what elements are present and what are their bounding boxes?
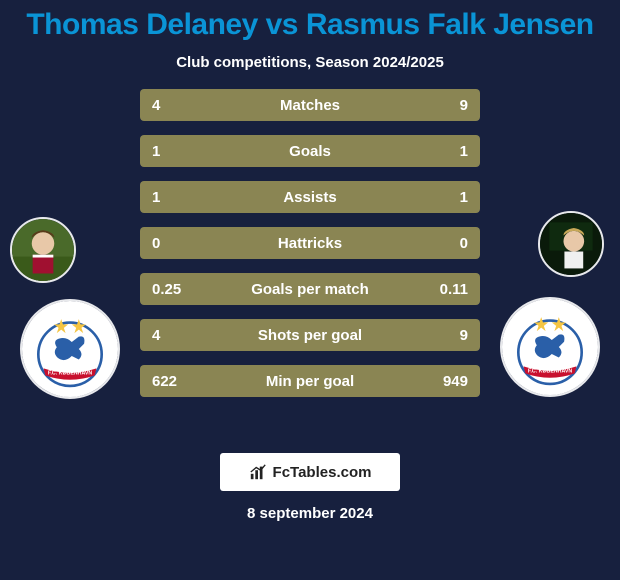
brand-badge: FcTables.com [220, 453, 400, 491]
club-left-logo: F.C. KØBENHAVN [26, 305, 114, 393]
comparison-card: Thomas Delaney vs Rasmus Falk Jensen Clu… [0, 0, 620, 580]
page-title: Thomas Delaney vs Rasmus Falk Jensen [0, 0, 620, 42]
stat-label: Goals per match [140, 281, 480, 298]
player-right-photo [540, 213, 602, 275]
stat-left-value: 4 [152, 327, 160, 344]
brand-text: FcTables.com [273, 464, 372, 481]
stat-label: Assists [140, 189, 480, 206]
stat-right-value: 1 [460, 143, 468, 160]
stat-left-value: 4 [152, 97, 160, 114]
stat-row: 1Goals1 [140, 135, 480, 167]
club-right-logo: F.C. KØBENHAVN [506, 303, 594, 391]
stat-row: 1Assists1 [140, 181, 480, 213]
player-right-avatar [538, 211, 604, 277]
stat-right-value: 0.11 [440, 281, 468, 298]
svg-text:F.C. KØBENHAVN: F.C. KØBENHAVN [528, 369, 573, 375]
stats-section: F.C. KØBENHAVN F.C. KØBENHAVN 4Matches91… [0, 89, 620, 429]
stats-column: 4Matches91Goals11Assists10Hattricks00.25… [140, 89, 480, 397]
date-text: 8 september 2024 [0, 505, 620, 522]
stat-right-value: 9 [460, 327, 468, 344]
player-left-avatar [10, 217, 76, 283]
club-right-badge: F.C. KØBENHAVN [500, 297, 600, 397]
stat-label: Shots per goal [140, 327, 480, 344]
stat-left-value: 0.25 [152, 281, 181, 298]
subtitle: Club competitions, Season 2024/2025 [0, 54, 620, 71]
stat-label: Goals [140, 143, 480, 160]
stat-row: 4Matches9 [140, 89, 480, 121]
club-left-badge: F.C. KØBENHAVN [20, 299, 120, 399]
player-left-photo [12, 219, 74, 281]
stat-row: 622Min per goal949 [140, 365, 480, 397]
stat-row: 0Hattricks0 [140, 227, 480, 259]
stat-label: Hattricks [140, 235, 480, 252]
stat-label: Matches [140, 97, 480, 114]
stat-right-value: 1 [460, 189, 468, 206]
stat-right-value: 0 [460, 235, 468, 252]
stat-left-value: 0 [152, 235, 160, 252]
stat-row: 4Shots per goal9 [140, 319, 480, 351]
stat-right-value: 949 [443, 373, 468, 390]
svg-text:F.C. KØBENHAVN: F.C. KØBENHAVN [48, 371, 93, 377]
stat-label: Min per goal [140, 373, 480, 390]
brand-chart-icon [249, 463, 267, 481]
stat-left-value: 1 [152, 143, 160, 160]
stat-right-value: 9 [460, 97, 468, 114]
stat-left-value: 1 [152, 189, 160, 206]
stat-row: 0.25Goals per match0.11 [140, 273, 480, 305]
stat-left-value: 622 [152, 373, 177, 390]
